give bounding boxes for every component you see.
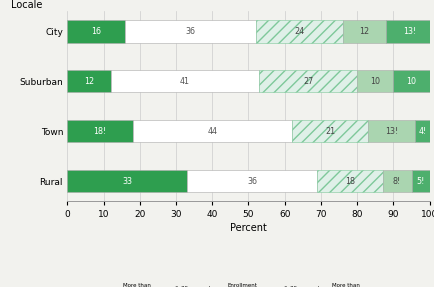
Bar <box>357 70 393 92</box>
Bar <box>111 70 260 92</box>
Bar <box>67 20 125 42</box>
Bar <box>415 120 430 142</box>
Text: 41: 41 <box>180 77 190 86</box>
Bar <box>368 120 415 142</box>
Text: 13!: 13! <box>385 127 398 136</box>
Text: 36: 36 <box>185 27 195 36</box>
Text: 12: 12 <box>359 27 369 36</box>
Bar <box>382 170 411 192</box>
Text: 18!: 18! <box>93 127 106 136</box>
Text: 10: 10 <box>370 77 380 86</box>
Text: 4!: 4! <box>418 127 427 136</box>
Text: 36: 36 <box>247 177 257 186</box>
Text: Locale: Locale <box>11 0 43 9</box>
Text: 18: 18 <box>345 177 355 186</box>
Bar <box>187 170 317 192</box>
Text: 16: 16 <box>91 27 101 36</box>
Text: 12: 12 <box>84 77 94 86</box>
X-axis label: Percent: Percent <box>230 223 267 233</box>
Bar <box>260 70 357 92</box>
Bar <box>256 20 343 42</box>
Text: 8!: 8! <box>393 177 401 186</box>
Bar <box>386 20 433 42</box>
Text: 13!: 13! <box>403 27 416 36</box>
Bar <box>317 170 382 192</box>
Bar <box>125 20 256 42</box>
Bar <box>67 70 111 92</box>
Bar <box>411 170 430 192</box>
Bar <box>292 120 368 142</box>
Bar <box>67 120 132 142</box>
Text: 27: 27 <box>303 77 313 86</box>
Text: 21: 21 <box>325 127 335 136</box>
Text: 44: 44 <box>207 127 217 136</box>
Text: 33: 33 <box>122 177 132 186</box>
Text: 10: 10 <box>407 77 417 86</box>
Bar <box>67 170 187 192</box>
Text: 5!: 5! <box>416 177 425 186</box>
Bar <box>132 120 292 142</box>
Text: 24: 24 <box>294 27 304 36</box>
Bar <box>393 70 430 92</box>
Bar <box>343 20 386 42</box>
Legend: More than
25 percent
underenrolled², 6–25 percent
underenrolled¹, Enrollment
wit: More than 25 percent underenrolled², 6–2… <box>114 283 369 287</box>
